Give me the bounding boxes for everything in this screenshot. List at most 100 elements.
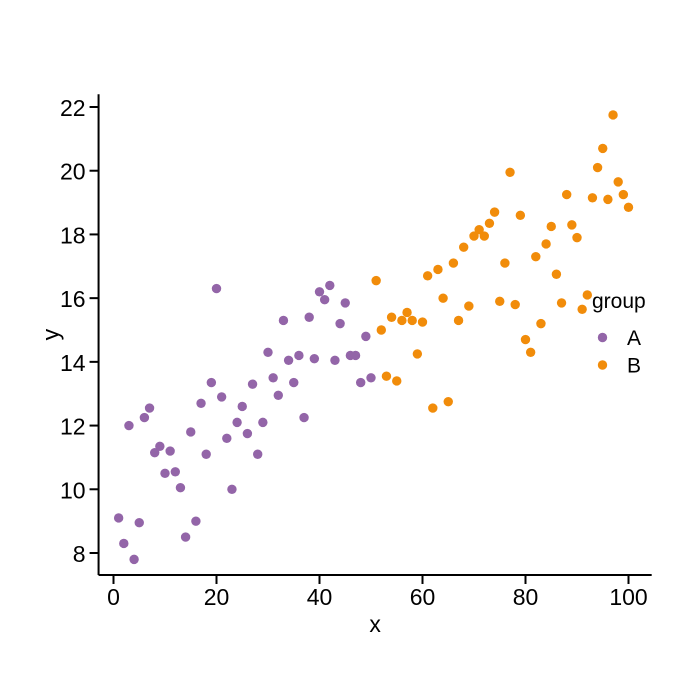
data-point-B xyxy=(412,349,423,359)
data-point-B xyxy=(407,315,417,326)
data-point-B xyxy=(479,231,489,241)
y-tick-label: 22 xyxy=(60,95,86,121)
data-point-A xyxy=(129,554,139,565)
data-point-B xyxy=(381,371,392,381)
data-point-A xyxy=(139,412,150,423)
data-point-A xyxy=(253,449,263,459)
y-axis-title: y xyxy=(38,328,64,340)
data-point-A xyxy=(304,312,314,322)
data-point-B xyxy=(592,162,603,173)
data-point-B xyxy=(484,218,495,228)
data-point-A xyxy=(196,398,206,408)
data-point-A xyxy=(124,420,134,431)
x-tick-label: 0 xyxy=(107,584,120,610)
data-point-A xyxy=(186,427,196,437)
data-point-A xyxy=(330,355,340,365)
data-point-B xyxy=(505,167,515,178)
x-tick-label: 100 xyxy=(609,584,647,610)
data-point-A xyxy=(314,287,325,297)
data-point-B xyxy=(618,189,629,200)
data-point-B xyxy=(376,325,386,335)
legend-label-A: A xyxy=(627,327,641,350)
data-point-A xyxy=(309,353,320,364)
data-point-B xyxy=(525,347,536,358)
data-point-A xyxy=(268,373,278,383)
data-point-A xyxy=(113,513,124,523)
data-point-B xyxy=(495,296,505,307)
data-point-B xyxy=(500,258,510,268)
y-tick-label: 16 xyxy=(60,286,86,312)
data-point-A xyxy=(222,433,232,444)
y-tick-label: 12 xyxy=(60,414,86,440)
data-point-A xyxy=(356,377,366,388)
data-point-B xyxy=(515,210,526,221)
legend-key-B xyxy=(597,360,608,370)
legend-label-B: B xyxy=(627,355,641,378)
data-point-A xyxy=(350,350,361,361)
data-point-A xyxy=(144,403,155,413)
data-point-A xyxy=(191,516,201,526)
data-point-A xyxy=(294,350,304,361)
data-point-A xyxy=(340,298,350,308)
data-point-A xyxy=(242,428,253,439)
data-point-A xyxy=(325,280,335,291)
data-point-B xyxy=(531,252,541,262)
data-point-B xyxy=(572,232,582,243)
data-point-B xyxy=(587,193,598,203)
data-point-A xyxy=(283,355,294,365)
data-point-A xyxy=(201,449,211,459)
data-point-A xyxy=(232,417,242,428)
legend-title: group xyxy=(592,290,646,313)
data-point-A xyxy=(299,412,309,423)
data-point-A xyxy=(366,373,376,383)
data-point-B xyxy=(598,143,608,154)
data-point-A xyxy=(216,392,227,402)
data-point-A xyxy=(227,484,237,494)
y-tick-label: 18 xyxy=(60,222,86,248)
data-point-A xyxy=(258,417,268,428)
data-point-B xyxy=(474,224,484,235)
data-point-A xyxy=(361,331,371,342)
data-point-B xyxy=(448,258,459,268)
data-point-B xyxy=(603,194,613,205)
data-point-A xyxy=(180,532,191,542)
data-point-B xyxy=(386,312,397,322)
data-point-B xyxy=(567,220,577,230)
y-tick-label: 8 xyxy=(73,541,86,567)
x-tick-label: 20 xyxy=(204,584,230,610)
data-point-B xyxy=(546,221,556,232)
x-tick-label: 80 xyxy=(513,584,539,610)
legend-key-A xyxy=(597,332,608,343)
data-point-B xyxy=(562,189,572,200)
data-point-B xyxy=(510,299,520,310)
data-point-B xyxy=(469,231,479,241)
data-point-B xyxy=(392,376,402,386)
data-point-B xyxy=(541,239,551,249)
data-point-A xyxy=(211,283,222,294)
data-point-B xyxy=(577,304,587,314)
data-point-A xyxy=(278,315,289,326)
data-point-B xyxy=(459,242,469,252)
data-point-B xyxy=(453,315,464,326)
data-point-B xyxy=(489,207,500,217)
data-point-A xyxy=(175,482,186,493)
x-tick-label: 60 xyxy=(410,584,436,610)
data-point-A xyxy=(263,347,273,358)
y-tick-label: 14 xyxy=(60,350,86,376)
data-point-A xyxy=(237,401,247,412)
data-point-B xyxy=(433,264,443,275)
data-point-B xyxy=(582,290,592,300)
data-point-A xyxy=(134,518,144,528)
data-point-B xyxy=(613,177,623,187)
data-point-B xyxy=(520,334,531,345)
data-point-A xyxy=(155,441,165,451)
data-point-A xyxy=(160,468,170,479)
data-point-B xyxy=(371,275,381,286)
data-point-B xyxy=(397,315,407,326)
x-tick-label: 40 xyxy=(307,584,333,610)
data-point-B xyxy=(438,293,448,303)
data-point-B xyxy=(402,307,412,318)
data-point-A xyxy=(206,377,217,388)
